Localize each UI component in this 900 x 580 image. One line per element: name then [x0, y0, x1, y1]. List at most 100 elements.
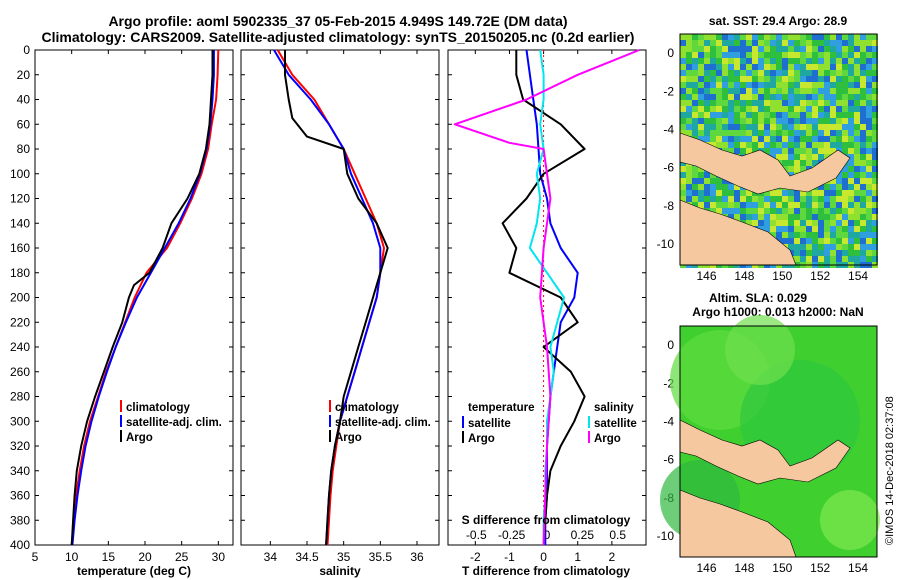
- sst-cell: [734, 82, 740, 88]
- sst-cell: [746, 52, 752, 58]
- sst-cell: [830, 190, 836, 196]
- sst-cell: [788, 64, 794, 70]
- sst-cell: [728, 88, 734, 94]
- sst-cell: [848, 76, 854, 82]
- sst-cell: [764, 112, 770, 118]
- sst-cell: [692, 88, 698, 94]
- sst-cell: [728, 196, 734, 202]
- sst-cell: [692, 106, 698, 112]
- sst-cell: [698, 100, 704, 106]
- sst-cell: [758, 88, 764, 94]
- sst-cell: [686, 112, 692, 118]
- sst-cell: [758, 94, 764, 100]
- difference-legend: temperature satellite Argo salinity sate…: [462, 402, 637, 445]
- sst-cell: [752, 46, 758, 52]
- sst-cell: [806, 250, 812, 256]
- sst-cell: [806, 34, 812, 40]
- sst-cell: [824, 100, 830, 106]
- sst-cell: [866, 34, 872, 40]
- sst-cell: [710, 136, 716, 142]
- sst-cell: [722, 64, 728, 70]
- sst-cell: [866, 232, 872, 238]
- sst-cell: [830, 214, 836, 220]
- sst-cell: [680, 124, 686, 130]
- sst-cell: [794, 154, 800, 160]
- sst-cell: [824, 52, 830, 58]
- sst-cell: [746, 208, 752, 214]
- sst-cell: [842, 124, 848, 130]
- sst-cell: [680, 178, 686, 184]
- sst-cell: [806, 58, 812, 64]
- sst-cell: [836, 118, 842, 124]
- sst-cell: [836, 70, 842, 76]
- s-tick-label: 0.5: [609, 528, 626, 542]
- sst-cell: [776, 46, 782, 52]
- temperature-xlabel: temperature (deg C): [77, 564, 191, 578]
- sst-cell: [854, 46, 860, 52]
- sst-cell: [812, 130, 818, 136]
- sst-cell: [704, 76, 710, 82]
- sst-cell: [758, 142, 764, 148]
- sst-cell: [872, 148, 878, 154]
- series-line-t-argo: [501, 50, 586, 546]
- sst-cell: [854, 100, 860, 106]
- sst-cell: [860, 34, 866, 40]
- sst-cell: [770, 70, 776, 76]
- sst-cell: [854, 220, 860, 226]
- x-tick-label: 34.5: [295, 550, 319, 564]
- sst-cell: [728, 130, 734, 136]
- sst-cell: [710, 58, 716, 64]
- sst-cell: [698, 82, 704, 88]
- sst-cell: [830, 88, 836, 94]
- sst-cell: [842, 202, 848, 208]
- sst-cell: [800, 40, 806, 46]
- sst-cell: [854, 52, 860, 58]
- x-tick-label: 5: [32, 550, 39, 564]
- sst-cell: [770, 130, 776, 136]
- sst-cell: [710, 88, 716, 94]
- sst-cell: [770, 220, 776, 226]
- sst-cell: [746, 64, 752, 70]
- sst-cell: [806, 136, 812, 142]
- sst-cell: [872, 208, 878, 214]
- sst-cell: [764, 40, 770, 46]
- sst-cell: [758, 58, 764, 64]
- sst-cell: [734, 34, 740, 40]
- sst-cell: [734, 76, 740, 82]
- sst-cell: [770, 226, 776, 232]
- sst-cell: [728, 58, 734, 64]
- x-tick-label: 35.5: [369, 550, 393, 564]
- sst-cell: [698, 184, 704, 190]
- sst-cell: [830, 124, 836, 130]
- sst-cell: [746, 202, 752, 208]
- sst-cell: [782, 196, 788, 202]
- sst-cell: [812, 196, 818, 202]
- sst-cell: [776, 64, 782, 70]
- sst-cell: [866, 100, 872, 106]
- sst-cell: [770, 82, 776, 88]
- sst-cell: [818, 82, 824, 88]
- sst-cell: [830, 130, 836, 136]
- sst-cell: [692, 178, 698, 184]
- sst-cell: [746, 94, 752, 100]
- sst-cell: [794, 70, 800, 76]
- sst-cell: [698, 166, 704, 172]
- sst-cell: [836, 184, 842, 190]
- sst-cell: [782, 130, 788, 136]
- sst-cell: [776, 82, 782, 88]
- sst-cell: [740, 40, 746, 46]
- sst-cell: [764, 130, 770, 136]
- sst-cell: [836, 100, 842, 106]
- sst-cell: [686, 52, 692, 58]
- sst-cell: [782, 148, 788, 154]
- sst-cell: [812, 202, 818, 208]
- sst-cell: [770, 52, 776, 58]
- y-tick-label: 280: [10, 390, 30, 404]
- sst-cell: [794, 82, 800, 88]
- sst-cell: [860, 118, 866, 124]
- sst-cell: [782, 136, 788, 142]
- sst-cell: [782, 34, 788, 40]
- timestamp: ©IMOS 14-Dec-2018 02:37:08: [884, 396, 896, 545]
- sst-cell: [842, 238, 848, 244]
